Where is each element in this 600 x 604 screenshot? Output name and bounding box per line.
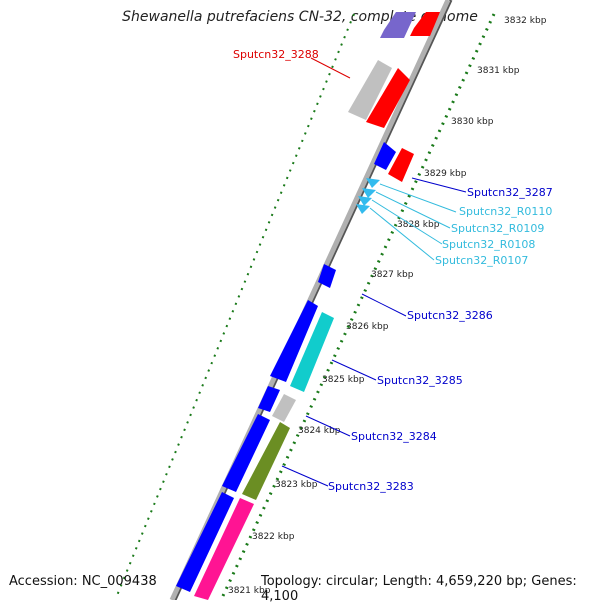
- tick-label: 3829 kbp: [424, 169, 467, 179]
- gene-blue-3287a: [374, 142, 396, 170]
- gene-label-r0107: Sputcn32_R0107: [435, 254, 528, 267]
- leader-line: [331, 359, 377, 381]
- backbone-line: [169, 0, 451, 600]
- tick-label: 3827 kbp: [371, 270, 414, 280]
- gene-label-r0109: Sputcn32_R0109: [451, 222, 544, 235]
- trna-arrow-3: [358, 196, 372, 206]
- gene-red-3288: [366, 68, 410, 128]
- tick-label: 3822 kbp: [252, 532, 295, 542]
- ruler-dotted-line-inner: [115, 13, 355, 599]
- gene-label-r0110: Sputcn32_R0110: [459, 205, 552, 218]
- leader-line: [411, 177, 467, 193]
- gene-label-3284: Sputcn32_3284: [351, 430, 437, 443]
- accession-text: Accession: NC_009438: [9, 574, 157, 589]
- tick-label: 3830 kbp: [451, 117, 494, 127]
- tick-label: 3832 kbp: [504, 16, 547, 26]
- trna-arrow-4: [356, 204, 370, 214]
- gene-label-r0108: Sputcn32_R0108: [442, 238, 535, 251]
- gene-cyan-3285: [290, 312, 334, 392]
- tick-label: 3825 kbp: [322, 375, 365, 385]
- tick-label: 3821 kbp: [228, 586, 271, 596]
- gene-blue-large: [270, 300, 318, 382]
- gene-label-3285: Sputcn32_3285: [377, 374, 463, 387]
- trna-arrow-2: [362, 188, 376, 198]
- gene-grey-upper: [348, 60, 392, 120]
- leader-line: [369, 207, 435, 261]
- ruler-dotted-line-outer: [220, 13, 496, 599]
- gene-magenta: [194, 498, 254, 600]
- leader-line: [305, 415, 351, 437]
- gene-red-top: [410, 12, 440, 36]
- gene-grey-3284: [272, 394, 296, 422]
- gene-red-3287: [388, 148, 414, 182]
- leader-line: [379, 183, 457, 213]
- gene-label-3288: Sputcn32_3288: [233, 48, 319, 61]
- leader-line: [371, 199, 443, 245]
- gene-label-3286: Sputcn32_3286: [407, 309, 493, 322]
- leader-line: [310, 57, 351, 79]
- tick-label: 3823 kbp: [275, 480, 318, 490]
- gene-blue-lower: [176, 492, 234, 592]
- gene-blue-3283: [222, 414, 270, 492]
- gene-purple-top: [380, 12, 416, 38]
- trna-arrow-1: [366, 178, 380, 188]
- leader-line: [375, 191, 451, 229]
- tick-label: 3831 kbp: [477, 66, 520, 76]
- tick-label: 3828 kbp: [397, 220, 440, 230]
- gene-olive: [242, 422, 290, 500]
- gene-blue-3286: [318, 264, 336, 288]
- leader-line: [281, 465, 329, 487]
- gene-blue-small: [258, 386, 280, 412]
- tick-label: 3824 kbp: [298, 426, 341, 436]
- map-title: Shewanella putrefaciens CN-32, complete …: [122, 9, 478, 25]
- leader-line: [361, 293, 407, 317]
- gene-label-3287: Sputcn32_3287: [467, 186, 553, 199]
- tick-label: 3826 kbp: [346, 322, 389, 332]
- gene-label-3283: Sputcn32_3283: [328, 480, 414, 493]
